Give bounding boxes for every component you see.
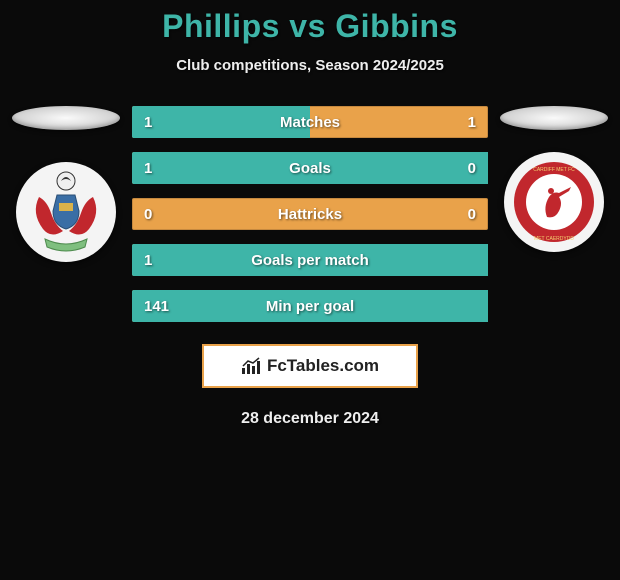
- left-side: [6, 106, 126, 262]
- svg-text:CARDIFF MET FC: CARDIFF MET FC: [533, 167, 575, 173]
- right-side: CARDIFF MET FC MET CAERDYDD: [494, 106, 614, 252]
- stat-label: Hattricks: [132, 198, 488, 230]
- comparison-panel: 1 Matches 1 1 Goals 0 0 Hattricks 0 1 Go…: [0, 106, 620, 428]
- page-title: Phillips vs Gibbins: [0, 8, 620, 45]
- stat-row-goals: 1 Goals 0: [132, 152, 488, 184]
- stat-right-value: 1: [468, 106, 476, 138]
- club-crest-left: [16, 162, 116, 262]
- stat-fill: [132, 244, 488, 276]
- chart-icon: [241, 357, 263, 375]
- brand-box[interactable]: FcTables.com: [202, 344, 418, 388]
- crest-left-svg: [21, 167, 111, 257]
- stat-left-value: 0: [144, 198, 152, 230]
- crest-right-svg: CARDIFF MET FC MET CAERDYDD: [509, 157, 599, 247]
- club-crest-right: CARDIFF MET FC MET CAERDYDD: [504, 152, 604, 252]
- date-label: 28 december 2024: [132, 410, 488, 428]
- brand-text: FcTables.com: [267, 356, 379, 376]
- stat-row-gpm: 1 Goals per match: [132, 244, 488, 276]
- brand-label: FcTables.com: [241, 356, 379, 376]
- stat-fill: [132, 290, 488, 322]
- stat-right-value: 0: [468, 198, 476, 230]
- player-photo-placeholder-left: [12, 106, 120, 130]
- player-photo-placeholder-right: [500, 106, 608, 130]
- subtitle: Club competitions, Season 2024/2025: [0, 57, 620, 74]
- stat-row-mpg: 141 Min per goal: [132, 290, 488, 322]
- svg-text:MET CAERDYDD: MET CAERDYDD: [534, 236, 574, 242]
- stat-row-hattricks: 0 Hattricks 0: [132, 198, 488, 230]
- stat-bars: 1 Matches 1 1 Goals 0 0 Hattricks 0 1 Go…: [126, 106, 494, 428]
- stat-row-matches: 1 Matches 1: [132, 106, 488, 138]
- stat-fill: [132, 152, 488, 184]
- stat-fill: [132, 106, 310, 138]
